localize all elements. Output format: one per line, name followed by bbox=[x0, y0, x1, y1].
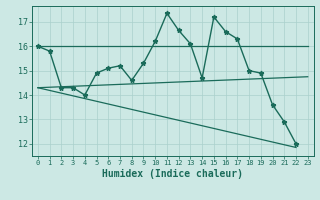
X-axis label: Humidex (Indice chaleur): Humidex (Indice chaleur) bbox=[102, 169, 243, 179]
